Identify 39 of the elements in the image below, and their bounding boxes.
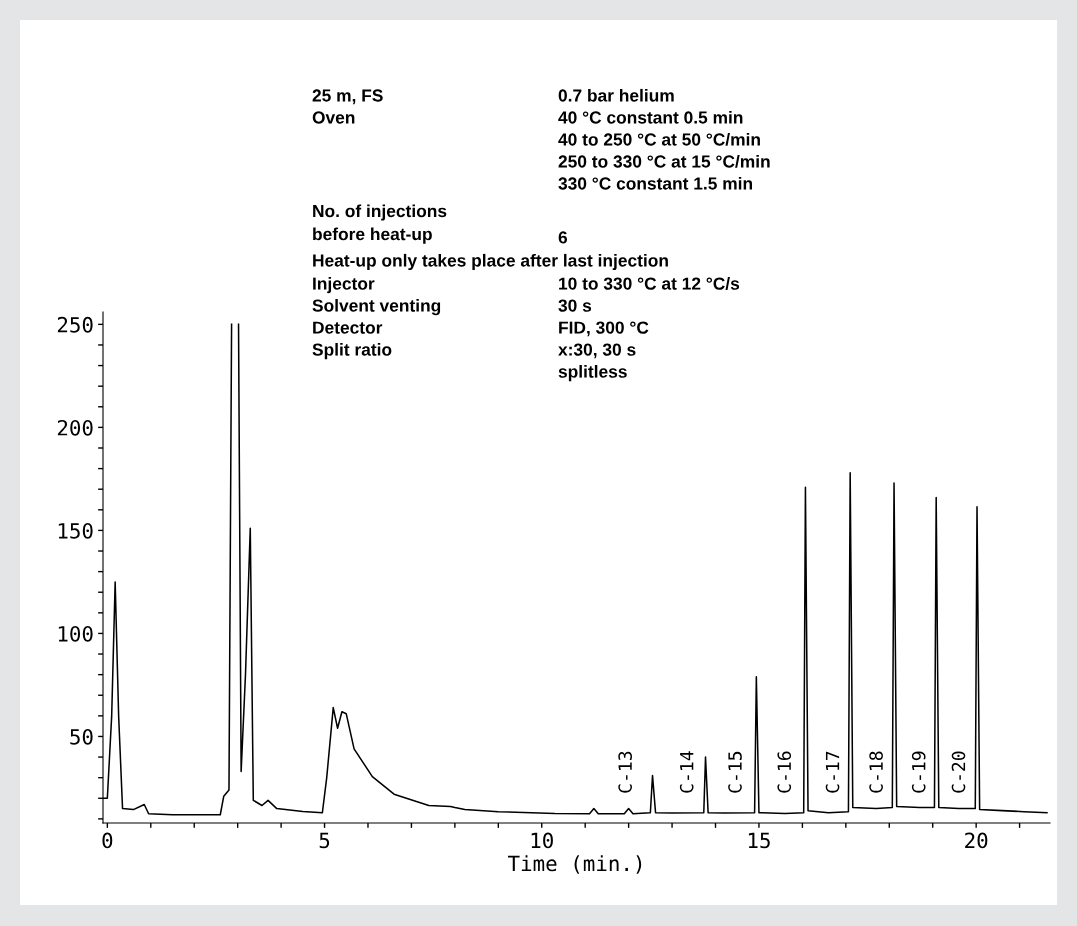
x-tick-label: 0 [102, 832, 113, 849]
x-tick-label: 20 [965, 832, 988, 849]
annotation: Solvent venting [312, 298, 441, 316]
annotation: C-15 [728, 751, 742, 793]
y-tick-label: 200 [57, 419, 93, 436]
annotation: C-13 [618, 751, 632, 793]
text: 40 °C constant 0.5 min [558, 110, 743, 124]
text: 330 °C constant 1.5 min [558, 176, 753, 190]
text: 0.7 bar helium [558, 88, 674, 102]
y-tick-label: 50 [70, 728, 93, 745]
text: 40 to 250 °C at 50 °C/min [558, 132, 760, 146]
text: 250 to 330 °C at 15 °C/min [558, 154, 770, 168]
annotation: C-16 [777, 751, 792, 793]
text: 10 to 330 °C at 12 °C/s [559, 277, 740, 290]
annotation: C-14 [679, 751, 694, 793]
annotation: C-19 [911, 751, 926, 793]
annotation: Split ratio [312, 343, 392, 360]
x-tick-label: 10 [531, 832, 553, 849]
text: Injector [313, 277, 375, 294]
y-tick-label: 100 [58, 625, 93, 642]
x-tick-label: 15 [748, 832, 770, 849]
text: 6 [558, 231, 568, 244]
annotation: Detector [313, 321, 383, 334]
annotation: splitless [558, 365, 627, 382]
annotation: C-18 [869, 751, 883, 793]
x-axis-title: Time (min.) [508, 855, 642, 874]
annotation: x:30, 30 s [558, 343, 636, 359]
annotation: FID, 300 °C [559, 321, 649, 337]
text: 30 s [558, 299, 592, 312]
text: 25 m, FS [312, 89, 383, 105]
text: Heat-up only takes place after last injection [313, 253, 668, 271]
y-tick-label: 250 [57, 316, 93, 333]
text: No. of injections [313, 204, 447, 221]
text: before heat-up [313, 227, 432, 244]
annotation: C-20 [951, 751, 966, 793]
text: Oven [312, 111, 355, 124]
y-tick-label: 150 [58, 522, 93, 539]
x-tick-label: 5 [319, 832, 330, 849]
annotation: C-17 [825, 751, 840, 793]
